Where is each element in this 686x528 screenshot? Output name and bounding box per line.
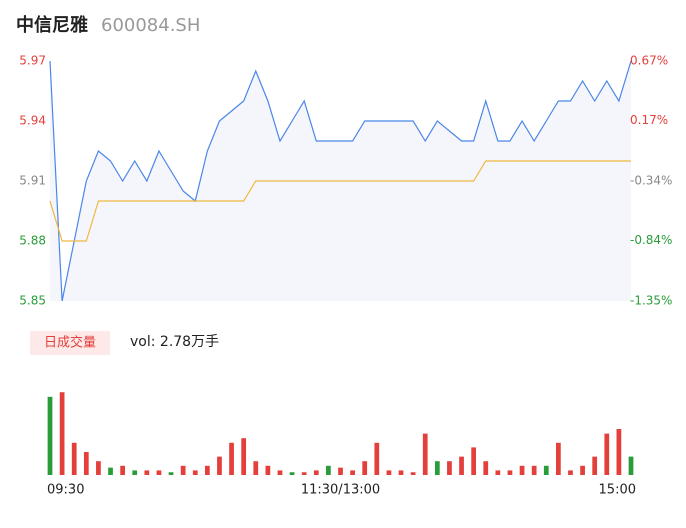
volume-bar xyxy=(459,456,464,475)
y2-tick-label: 0.67% xyxy=(630,54,668,68)
volume-bar xyxy=(543,465,549,475)
volume-bar xyxy=(192,470,198,475)
volume-bar xyxy=(350,470,355,475)
volume-bar xyxy=(604,433,610,475)
volume-bar xyxy=(120,465,125,475)
volume-bar xyxy=(447,461,452,475)
volume-bar xyxy=(592,456,598,475)
volume-bar xyxy=(241,438,247,475)
volume-bar xyxy=(386,470,392,475)
volume-bar xyxy=(628,456,634,475)
volume-bar xyxy=(108,467,113,475)
volume-bar xyxy=(507,470,513,475)
legend-box xyxy=(30,331,110,355)
volume-bar xyxy=(265,465,271,475)
x-tick-label: 09:30 xyxy=(47,483,84,498)
volume-bar xyxy=(374,442,380,475)
stock-code: 600084.SH xyxy=(101,15,200,36)
y-tick-label: 5.94 xyxy=(19,114,46,128)
volume-bar xyxy=(519,465,525,475)
volume-bar xyxy=(71,442,77,475)
volume-bar xyxy=(156,470,162,475)
volume-bar xyxy=(398,470,404,475)
x-tick-label: 11:30/13:00 xyxy=(301,483,380,498)
volume-bar xyxy=(313,470,319,475)
volume-legend: 日成交量 xyxy=(44,335,96,351)
volume-bar xyxy=(471,447,477,475)
volume-bar xyxy=(568,470,573,475)
volume-bar xyxy=(83,452,89,475)
volume-bar xyxy=(47,396,53,475)
volume-bar xyxy=(289,472,295,475)
volume-bar xyxy=(580,465,585,475)
volume-bar xyxy=(253,461,259,475)
volume-bar xyxy=(434,461,440,475)
volume-bar xyxy=(301,472,307,475)
series-line xyxy=(49,60,632,302)
volume-bar xyxy=(144,470,150,475)
volume-bar xyxy=(410,472,416,475)
y-tick-label: 5.97 xyxy=(19,54,46,68)
volume-bar xyxy=(362,461,368,475)
volume-bar xyxy=(217,456,222,475)
volume-bar xyxy=(338,467,343,475)
volume-bar xyxy=(132,470,138,475)
volume-bar xyxy=(616,429,622,475)
y2-tick-label: -1.35% xyxy=(630,294,672,308)
y-tick-label: 5.91 xyxy=(19,174,46,188)
volume-summary: vol: 2.78万手 xyxy=(130,334,219,350)
volume-bar xyxy=(326,465,331,475)
volume-bar xyxy=(422,433,428,475)
series-line xyxy=(49,160,631,242)
volume-bar xyxy=(168,472,174,475)
x-tick-label: 15:00 xyxy=(599,483,636,498)
y2-tick-label: -0.84% xyxy=(630,233,672,247)
volume-bar xyxy=(204,465,210,475)
y2-tick-label: 0.17% xyxy=(630,113,668,127)
volume-bar xyxy=(495,470,501,475)
volume-bar xyxy=(483,461,489,475)
volume-bar xyxy=(229,442,234,475)
y-tick-label: 5.88 xyxy=(19,234,46,248)
y2-tick-label: -0.34% xyxy=(630,174,672,188)
volume-bar xyxy=(556,442,561,475)
stock-name: 中信尼雅 xyxy=(16,14,88,36)
volume-bar xyxy=(180,465,186,475)
volume-bar xyxy=(96,461,101,475)
volume-bar xyxy=(531,465,537,475)
volume-bar xyxy=(59,392,65,475)
y-tick-label: 5.85 xyxy=(19,294,46,308)
volume-bar xyxy=(277,470,283,475)
